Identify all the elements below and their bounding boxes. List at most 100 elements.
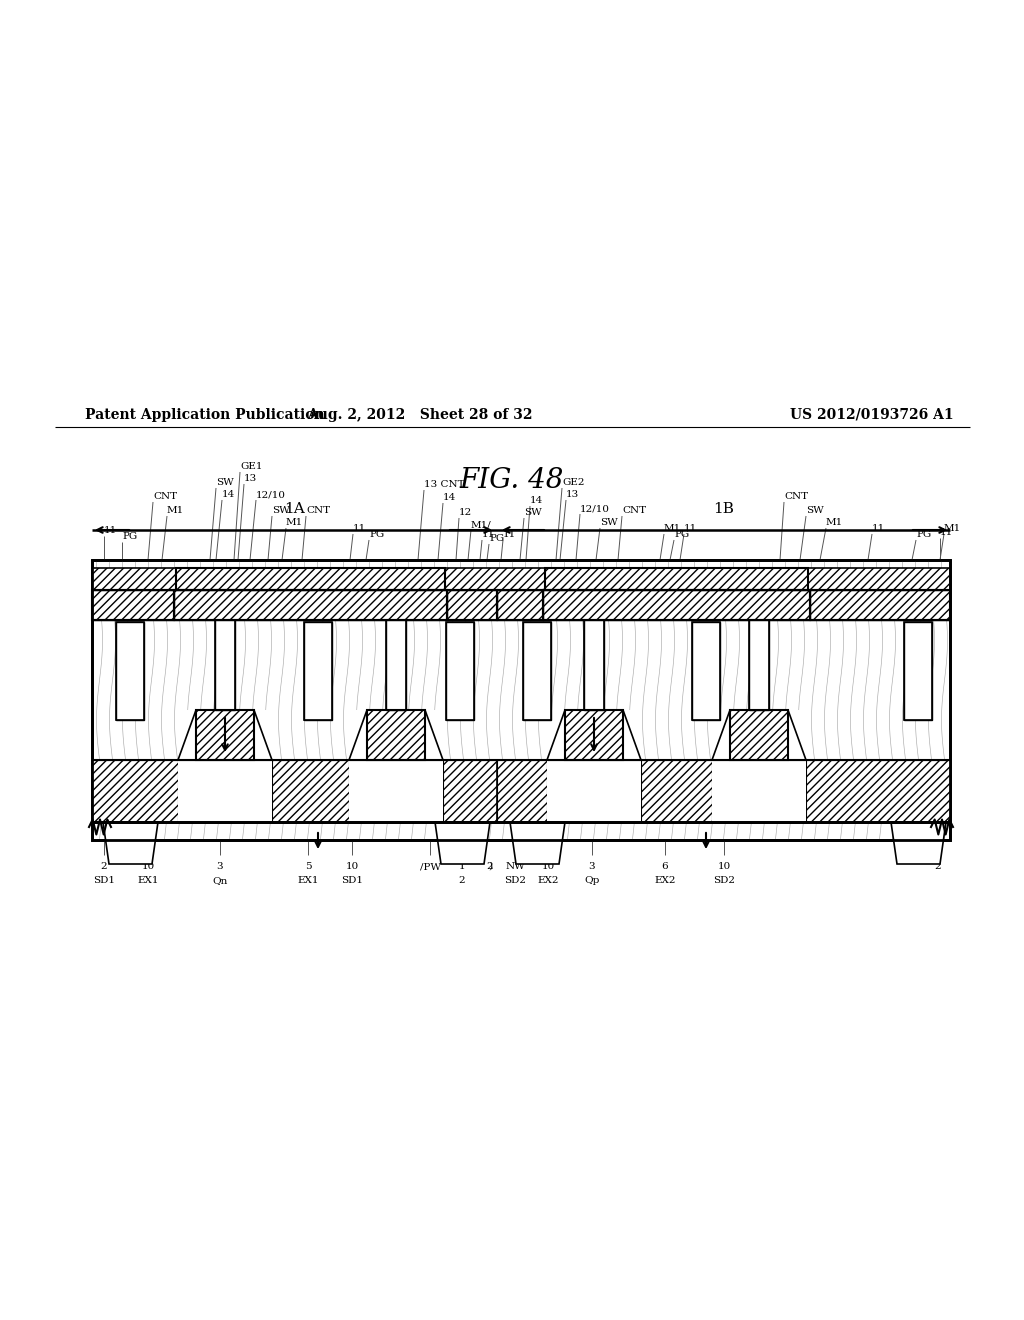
Bar bbox=[730, 710, 788, 760]
Bar bbox=[92, 560, 950, 840]
Polygon shape bbox=[623, 710, 641, 760]
Bar bbox=[545, 568, 808, 590]
Bar bbox=[810, 590, 950, 620]
Bar bbox=[712, 760, 806, 822]
Text: 2: 2 bbox=[459, 876, 465, 884]
Bar bbox=[584, 620, 604, 710]
Text: 1B: 1B bbox=[713, 502, 734, 516]
Text: 14: 14 bbox=[222, 490, 236, 499]
Bar bbox=[904, 622, 932, 719]
Bar bbox=[272, 760, 349, 822]
Bar bbox=[386, 620, 406, 710]
Text: 6: 6 bbox=[662, 862, 669, 871]
Bar bbox=[565, 710, 623, 760]
Bar bbox=[178, 760, 272, 822]
Text: SW: SW bbox=[600, 517, 617, 527]
Text: 5: 5 bbox=[305, 862, 311, 871]
Text: FIG. 48: FIG. 48 bbox=[460, 466, 564, 494]
Text: 14: 14 bbox=[530, 496, 544, 506]
Text: 12: 12 bbox=[459, 508, 472, 517]
Text: SW: SW bbox=[524, 508, 542, 517]
Bar bbox=[545, 568, 808, 590]
Bar bbox=[730, 710, 788, 760]
Text: 14: 14 bbox=[443, 492, 457, 502]
Text: PG: PG bbox=[916, 531, 931, 539]
Bar bbox=[565, 710, 623, 760]
Text: CNT: CNT bbox=[622, 506, 646, 515]
Bar bbox=[386, 620, 406, 710]
Polygon shape bbox=[425, 710, 443, 760]
Bar bbox=[174, 590, 447, 620]
Bar bbox=[497, 590, 543, 620]
Bar bbox=[641, 760, 712, 822]
Text: SD1: SD1 bbox=[341, 876, 362, 884]
Text: SW: SW bbox=[216, 478, 233, 487]
Text: 2: 2 bbox=[100, 862, 108, 871]
Bar bbox=[176, 568, 445, 590]
Text: M1: M1 bbox=[826, 517, 843, 527]
Bar bbox=[497, 590, 543, 620]
Bar bbox=[692, 622, 720, 719]
Text: 12/10: 12/10 bbox=[580, 504, 610, 513]
Text: 12/10: 12/10 bbox=[256, 490, 286, 499]
Text: 11: 11 bbox=[503, 531, 516, 539]
Text: 13: 13 bbox=[244, 474, 257, 483]
Bar bbox=[367, 710, 425, 760]
Polygon shape bbox=[788, 710, 806, 760]
Text: CNT: CNT bbox=[306, 506, 330, 515]
Bar bbox=[447, 590, 497, 620]
Text: 11: 11 bbox=[684, 524, 697, 533]
Bar bbox=[443, 760, 497, 822]
Text: CNT: CNT bbox=[784, 492, 808, 502]
Text: PG: PG bbox=[674, 531, 689, 539]
Text: 11: 11 bbox=[482, 531, 496, 539]
Text: SD1: SD1 bbox=[93, 876, 115, 884]
Bar bbox=[904, 622, 932, 719]
Bar bbox=[547, 760, 641, 822]
Text: 1: 1 bbox=[459, 862, 465, 871]
Text: 10: 10 bbox=[141, 862, 155, 871]
Text: GE2: GE2 bbox=[562, 478, 585, 487]
Text: 11: 11 bbox=[104, 525, 118, 535]
Bar bbox=[304, 622, 332, 719]
Text: M1/: M1/ bbox=[471, 520, 492, 529]
Bar bbox=[543, 590, 810, 620]
Text: Patent Application Publication: Patent Application Publication bbox=[85, 408, 325, 422]
Text: PG: PG bbox=[122, 532, 137, 541]
Bar bbox=[543, 590, 810, 620]
Bar bbox=[810, 590, 950, 620]
Bar bbox=[116, 622, 144, 719]
Bar bbox=[446, 622, 474, 719]
Bar bbox=[304, 622, 332, 719]
Text: /PW: /PW bbox=[420, 862, 440, 871]
Text: PG: PG bbox=[489, 535, 504, 543]
Text: EX2: EX2 bbox=[538, 876, 559, 884]
Bar bbox=[196, 710, 254, 760]
Text: EX1: EX1 bbox=[137, 876, 159, 884]
Text: EX2: EX2 bbox=[654, 876, 676, 884]
Bar bbox=[196, 710, 254, 760]
Text: US 2012/0193726 A1: US 2012/0193726 A1 bbox=[790, 408, 953, 422]
Text: 10: 10 bbox=[542, 862, 555, 871]
Text: M1: M1 bbox=[944, 524, 962, 533]
Polygon shape bbox=[178, 710, 196, 760]
Polygon shape bbox=[891, 822, 946, 865]
Text: 3: 3 bbox=[217, 862, 223, 871]
Text: 11: 11 bbox=[872, 524, 886, 533]
Text: CNT: CNT bbox=[153, 492, 177, 502]
Bar bbox=[176, 568, 445, 590]
Bar bbox=[749, 620, 769, 710]
Polygon shape bbox=[435, 822, 490, 865]
Text: 13: 13 bbox=[566, 490, 580, 499]
Text: SD2: SD2 bbox=[713, 876, 735, 884]
Polygon shape bbox=[349, 710, 367, 760]
Text: SW: SW bbox=[272, 506, 290, 515]
Text: 2: 2 bbox=[935, 862, 941, 871]
Text: ): ) bbox=[488, 862, 493, 871]
Text: Qn: Qn bbox=[212, 876, 227, 884]
Text: M1: M1 bbox=[167, 506, 184, 515]
Bar bbox=[584, 620, 604, 710]
Text: 11: 11 bbox=[940, 528, 953, 537]
Polygon shape bbox=[547, 710, 565, 760]
Bar bbox=[92, 568, 950, 590]
